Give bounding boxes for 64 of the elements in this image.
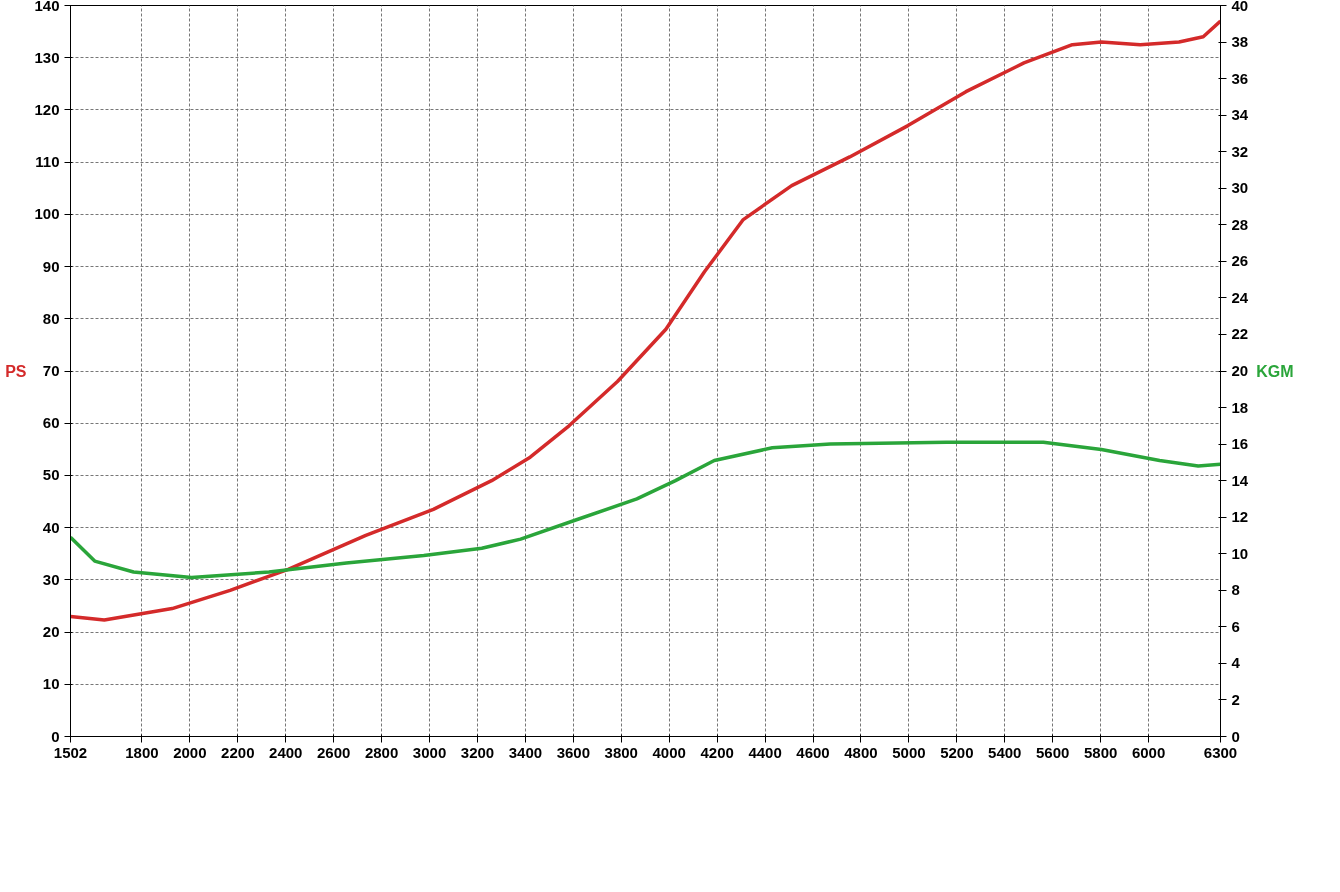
y2-tick-label: 18 [1231, 398, 1249, 416]
y2-tick-label: 26 [1231, 252, 1249, 270]
x-tick-label: 3600 [556, 743, 591, 761]
y2-tick-label: 14 [1231, 471, 1249, 489]
y-tick-label: 80 [42, 309, 60, 327]
y2-tick-label: 40 [1231, 0, 1249, 14]
y2-tick-label: 30 [1231, 179, 1249, 197]
y-tick-label: 20 [42, 623, 60, 641]
y-tick-label: 120 [34, 100, 60, 118]
x-tick-label: 3800 [604, 743, 638, 761]
x-tick-label: 5600 [1036, 743, 1070, 761]
y-tick-label: 40 [42, 518, 60, 536]
line-series [70, 19, 1221, 622]
x-tick-label: 2800 [364, 743, 399, 761]
y2-tick-label: 2 [1231, 690, 1240, 708]
y2-tick-label: 6 [1231, 617, 1240, 635]
y-axis-title: PS [5, 362, 27, 380]
x-tick-label: 4200 [700, 743, 734, 761]
y-tick-label: 90 [42, 257, 60, 275]
y2-tick-label: 28 [1231, 215, 1249, 233]
y2-tick-label: 4 [1231, 654, 1241, 672]
x-tick-label: 4600 [796, 743, 830, 761]
y2-tick-label: 16 [1231, 435, 1249, 453]
y2-axis-title: KGM [1256, 362, 1294, 380]
y2-tick-label: 0 [1231, 727, 1240, 745]
y-tick-label: 60 [42, 414, 60, 432]
x-tick-label: 1800 [125, 743, 159, 761]
y2-tick-label: 36 [1231, 69, 1249, 87]
x-tick-label: 4000 [652, 743, 686, 761]
x-tick-label: 2200 [221, 743, 255, 761]
x-tick-label: 5400 [988, 743, 1022, 761]
y2-tick-label: 10 [1231, 544, 1249, 562]
y-tick-label: 110 [35, 153, 60, 171]
y2-tick-label: 32 [1231, 142, 1249, 160]
x-tick-label: 5000 [892, 743, 926, 761]
y2-tick-label: 12 [1231, 508, 1249, 526]
x-tick-label: 4400 [748, 743, 782, 761]
x-tick-label: 2600 [316, 743, 351, 761]
y2-tick-label: 24 [1231, 288, 1249, 306]
x-tick-label: 3400 [508, 743, 543, 761]
y-tick-label: 10 [42, 675, 60, 693]
x-tick-label: 5200 [940, 743, 974, 761]
x-tick-label: 6000 [1131, 743, 1166, 761]
line-series [70, 440, 1221, 580]
y-tick-label: 140 [34, 0, 60, 14]
y2-tick-label: 22 [1231, 325, 1249, 343]
x-tick-label: 2000 [173, 743, 207, 761]
y2-tick-label: 34 [1231, 106, 1249, 124]
x-tick-label: 2400 [269, 743, 303, 761]
x-tick-label: 3000 [412, 743, 447, 761]
x-tick-label: 5800 [1083, 743, 1118, 761]
y2-tick-label: 20 [1231, 362, 1249, 379]
y-tick-label: 70 [42, 362, 60, 379]
x-tick-label: 6300 [1203, 743, 1238, 761]
y-tick-label: 30 [42, 570, 60, 588]
x-tick-label: 1502 [53, 743, 88, 761]
y-tick-label: 50 [42, 466, 60, 484]
y2-tick-label: 8 [1231, 581, 1240, 599]
y-tick-label: 0 [51, 727, 60, 745]
x-tick-label: 4800 [844, 743, 878, 761]
y-tick-label: 100 [34, 205, 60, 223]
y-tick-label: 130 [34, 48, 60, 66]
x-tick-label: 3200 [460, 743, 495, 761]
y2-tick-label: 38 [1231, 33, 1249, 51]
